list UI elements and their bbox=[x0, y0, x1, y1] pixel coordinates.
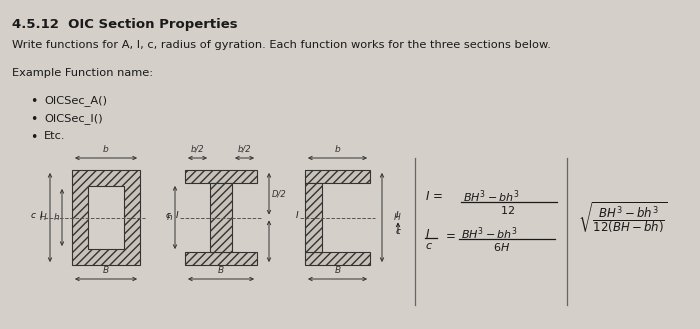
Text: D/2: D/2 bbox=[272, 189, 287, 198]
Text: c: c bbox=[31, 211, 36, 220]
Text: $c$: $c$ bbox=[425, 241, 433, 251]
Text: b: b bbox=[335, 145, 340, 154]
Text: h: h bbox=[167, 213, 172, 222]
Text: c: c bbox=[396, 227, 401, 236]
Text: $12$: $12$ bbox=[500, 204, 515, 216]
Text: •: • bbox=[30, 95, 37, 108]
Text: $BH^3 - bh^3$: $BH^3 - bh^3$ bbox=[463, 188, 520, 205]
Text: c: c bbox=[166, 211, 171, 220]
Text: $BH^3 - bh^3$: $BH^3 - bh^3$ bbox=[461, 225, 518, 241]
Text: 4.5.12  OIC Section Properties: 4.5.12 OIC Section Properties bbox=[12, 18, 237, 31]
Text: b/2: b/2 bbox=[190, 145, 204, 154]
Text: $I$: $I$ bbox=[425, 228, 430, 241]
Text: b/2: b/2 bbox=[238, 145, 251, 154]
Text: OICSec_A(): OICSec_A() bbox=[44, 95, 107, 106]
Text: h: h bbox=[53, 213, 59, 222]
Text: b: b bbox=[103, 145, 109, 154]
Text: H: H bbox=[393, 213, 400, 222]
Text: H: H bbox=[39, 213, 46, 222]
Text: I: I bbox=[39, 211, 42, 220]
Text: B: B bbox=[335, 266, 341, 275]
Text: $I\,=$: $I\,=$ bbox=[425, 190, 443, 203]
Bar bbox=[210, 183, 232, 252]
Text: OICSec_I(): OICSec_I() bbox=[44, 113, 103, 124]
Bar bbox=[72, 170, 140, 265]
Text: B: B bbox=[103, 266, 109, 275]
Text: •: • bbox=[30, 113, 37, 126]
Bar bbox=[185, 252, 257, 265]
Bar bbox=[305, 252, 370, 265]
Text: Example Function name:: Example Function name: bbox=[12, 68, 153, 78]
Text: $=$: $=$ bbox=[443, 228, 456, 241]
Text: $6H$: $6H$ bbox=[493, 241, 510, 253]
Bar bbox=[305, 170, 370, 183]
Text: I: I bbox=[295, 211, 298, 220]
Text: I: I bbox=[396, 211, 398, 220]
Text: •: • bbox=[30, 131, 37, 144]
Text: Etc.: Etc. bbox=[44, 131, 66, 141]
Text: I: I bbox=[176, 211, 178, 220]
Bar bbox=[88, 186, 124, 249]
Bar bbox=[185, 170, 257, 183]
Text: Write functions for A, I, c, radius of gyration. Each function works for the thr: Write functions for A, I, c, radius of g… bbox=[12, 40, 551, 50]
Bar bbox=[305, 183, 322, 252]
Text: $\sqrt{\dfrac{BH^3 - bh^3}{12(BH - bh)}}$: $\sqrt{\dfrac{BH^3 - bh^3}{12(BH - bh)}}… bbox=[578, 200, 668, 235]
Text: B: B bbox=[218, 266, 224, 275]
